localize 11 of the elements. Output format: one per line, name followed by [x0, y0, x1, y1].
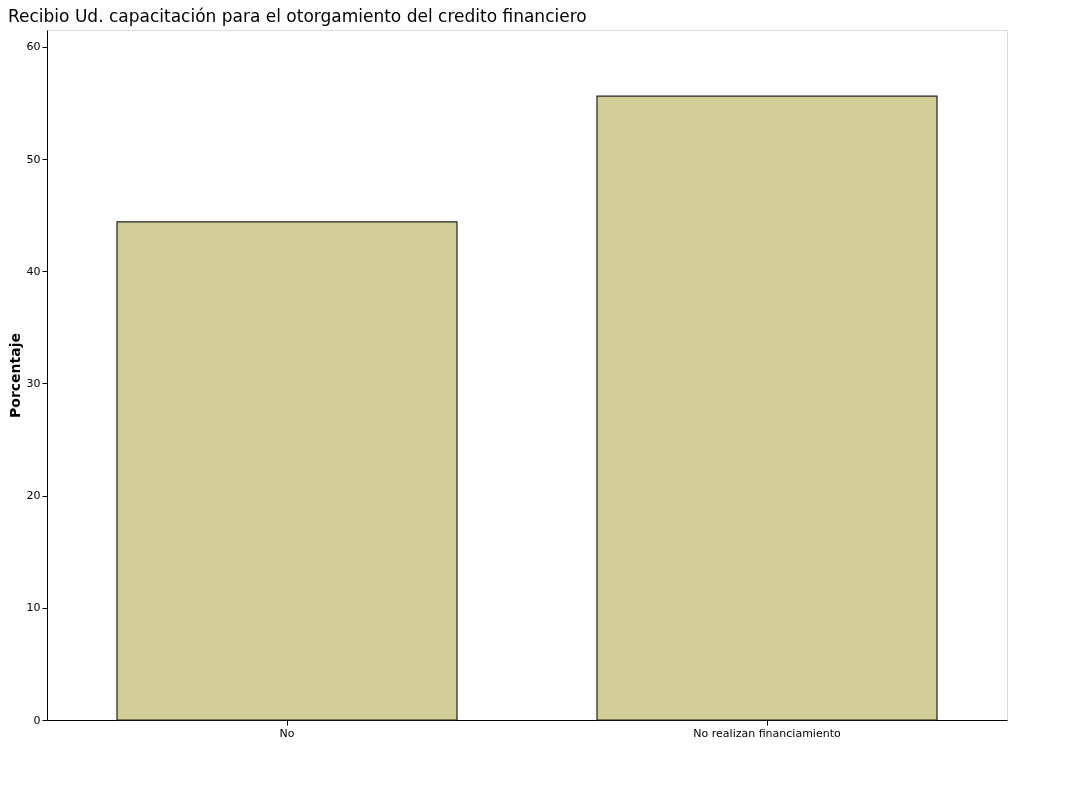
- chart-title: Recibio Ud. capacitación para el otorgamiento del credito financiero: [8, 6, 587, 26]
- x-tick-label: No realizan financiamiento: [693, 726, 841, 740]
- y-tick-label: 50: [26, 152, 41, 166]
- y-tick-label: 30: [26, 376, 41, 390]
- y-tick-label: 10: [26, 601, 41, 615]
- y-tick-label: 60: [26, 40, 41, 54]
- y-tick-label: 0: [33, 713, 41, 727]
- y-tick-label: 40: [26, 264, 41, 278]
- x-tick-label: No: [279, 726, 295, 740]
- y-tick-label: 20: [26, 489, 41, 503]
- y-axis-title: Porcentaje: [6, 333, 23, 418]
